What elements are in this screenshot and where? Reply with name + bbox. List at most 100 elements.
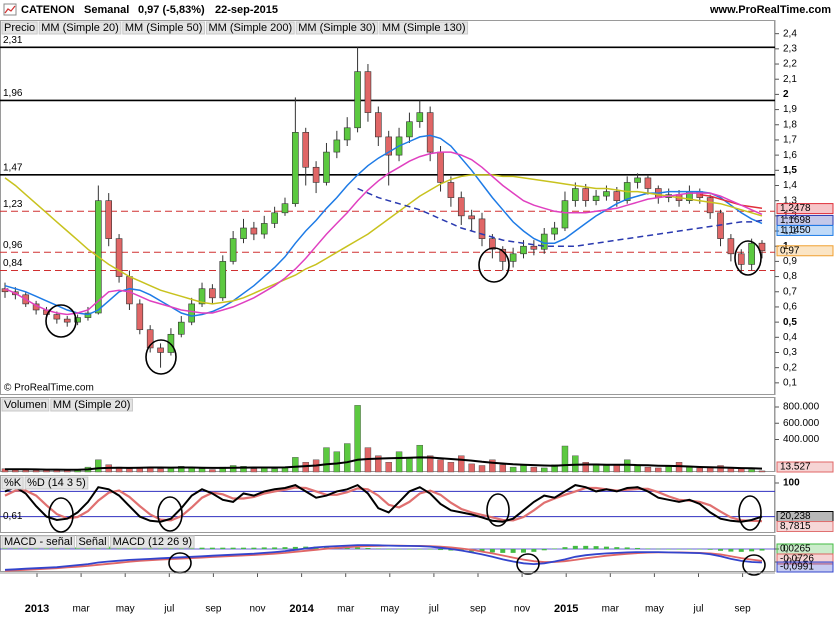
symbol-icon-line bbox=[4, 5, 16, 14]
legend-box bbox=[50, 398, 133, 412]
volume-bar bbox=[686, 466, 693, 473]
volume-bar bbox=[623, 459, 631, 473]
circle-annotation bbox=[145, 339, 177, 375]
x-tick-label: 2015 bbox=[554, 603, 578, 615]
x-tick-label: may bbox=[116, 604, 135, 615]
legend-entry: Señal bbox=[78, 536, 106, 548]
candle-body bbox=[302, 132, 310, 168]
y-tick-label: 2,2 bbox=[783, 59, 797, 70]
legend-entry: %K bbox=[4, 477, 22, 489]
volume-bar bbox=[323, 447, 330, 473]
volume-bar bbox=[644, 466, 652, 473]
volume-bar bbox=[478, 465, 486, 473]
histogram-bar bbox=[406, 548, 412, 550]
volume-bar bbox=[344, 443, 351, 473]
histogram-bar bbox=[666, 548, 672, 550]
volume-bar bbox=[354, 405, 361, 473]
y-tick-label: 1,7 bbox=[783, 135, 797, 146]
candle-body bbox=[375, 112, 382, 138]
x-tick-label: jul bbox=[692, 604, 703, 615]
last-value-label: -0,0991 bbox=[780, 562, 814, 573]
legend-entry: MM (Simple 30) bbox=[298, 22, 376, 34]
y-tick-label: 1,4 bbox=[783, 180, 797, 191]
candle-body bbox=[530, 245, 538, 250]
y-tick-label: 100 bbox=[783, 478, 800, 489]
last-value-label: 1,1450 bbox=[780, 225, 811, 236]
y-tick-label: 0,1 bbox=[783, 377, 797, 388]
candle-body bbox=[406, 121, 413, 138]
circle-annotation bbox=[486, 493, 510, 527]
histogram-bar bbox=[624, 547, 630, 549]
volume-bar bbox=[551, 464, 558, 473]
candle-body bbox=[343, 127, 351, 141]
histogram-bar bbox=[749, 548, 755, 552]
histogram-bar bbox=[282, 547, 288, 549]
candle-body bbox=[489, 238, 496, 250]
last-value-label: -0,0726 bbox=[780, 554, 814, 565]
volume-bar bbox=[696, 467, 703, 473]
date: 22-sep-2015 bbox=[215, 4, 278, 16]
candle-body bbox=[354, 71, 361, 129]
volume-bar bbox=[447, 462, 455, 473]
histogram-bar bbox=[531, 548, 537, 552]
candle-body bbox=[727, 238, 735, 255]
candle-body bbox=[416, 112, 424, 123]
volume-average bbox=[5, 456, 763, 471]
histogram-bar bbox=[759, 548, 765, 551]
macd-line bbox=[4, 544, 763, 571]
last-value-label: 0,0265 bbox=[780, 544, 811, 555]
volume-bar bbox=[385, 462, 392, 473]
legend-entry: Precio bbox=[4, 22, 35, 34]
volume-bar bbox=[603, 465, 610, 473]
volume-bar bbox=[561, 445, 569, 473]
y-tick-label: 0,7 bbox=[783, 286, 797, 297]
oscillator-line bbox=[4, 486, 763, 523]
histogram-bar bbox=[261, 547, 267, 549]
candle-body bbox=[209, 288, 216, 299]
candle-body bbox=[468, 215, 475, 220]
volume-bar bbox=[717, 465, 724, 473]
level-label: 1,47 bbox=[3, 162, 23, 173]
histogram-bar bbox=[510, 548, 516, 553]
histogram-bar bbox=[562, 547, 568, 549]
histogram-bar bbox=[365, 547, 371, 549]
histogram-bar bbox=[500, 548, 506, 553]
moving-average bbox=[699, 193, 763, 210]
histogram-bar bbox=[375, 548, 381, 549]
histogram-bar bbox=[697, 548, 703, 550]
candle-body bbox=[520, 245, 527, 255]
moving-average bbox=[357, 187, 763, 247]
x-tick-label: sep bbox=[205, 604, 222, 615]
circle-annotation bbox=[738, 495, 762, 531]
legend-entry: MM (Simple 200) bbox=[208, 22, 292, 34]
x-tick-label: nov bbox=[514, 604, 530, 615]
volume-bar bbox=[157, 468, 164, 473]
x-tick-label: mar bbox=[72, 604, 90, 615]
volume-bar bbox=[178, 466, 185, 473]
histogram-bar bbox=[552, 548, 558, 549]
legend-entry: MM (Simple 130) bbox=[382, 22, 466, 34]
volume-bar bbox=[541, 467, 548, 473]
last-value-label: 1,2478 bbox=[780, 203, 811, 214]
candle-body bbox=[561, 200, 569, 229]
volume-bar bbox=[468, 463, 475, 473]
legend-entry: MM (Simple 20) bbox=[53, 399, 131, 411]
volume-bar bbox=[634, 465, 641, 473]
histogram-bar bbox=[614, 547, 620, 549]
volume-bar bbox=[748, 469, 755, 473]
histogram-bar bbox=[292, 546, 298, 549]
legend-box bbox=[1, 398, 50, 412]
moving-average bbox=[4, 134, 763, 317]
volume-bar bbox=[395, 451, 403, 473]
last-value-box bbox=[776, 553, 834, 565]
last-value-box bbox=[776, 561, 834, 573]
y-tick-label: 1,9 bbox=[783, 104, 797, 115]
volume-bar bbox=[333, 451, 341, 473]
y-tick-label: 600.000 bbox=[783, 418, 820, 429]
candle-body bbox=[644, 177, 652, 189]
candle-body bbox=[323, 151, 330, 183]
x-tick-label: jul bbox=[163, 604, 174, 615]
volume-bar bbox=[261, 467, 268, 473]
candle-body bbox=[271, 212, 278, 224]
